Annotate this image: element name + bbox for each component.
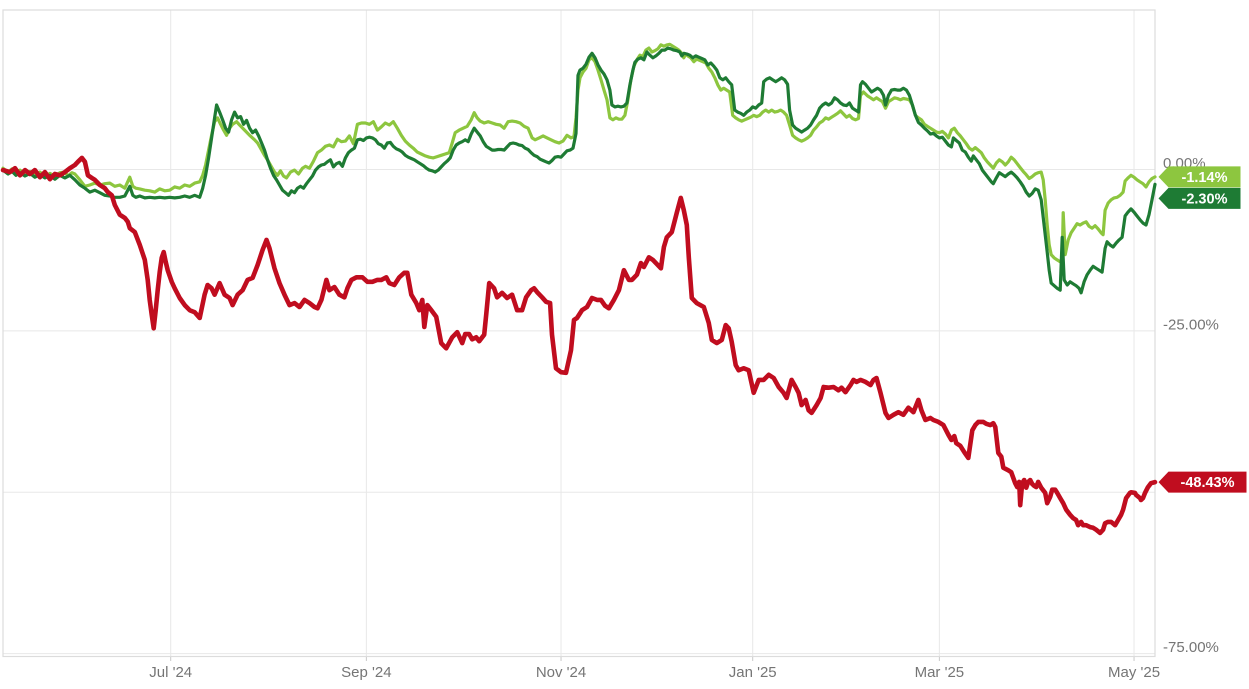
last-value-badge-series-light-green: -1.14% [1158, 166, 1241, 188]
plot-area[interactable] [3, 10, 1155, 657]
badge-text: -1.14% [1182, 170, 1228, 186]
x-axis-label-2: Nov '24 [536, 664, 586, 681]
y-axis-label-2: -75.00% [1163, 639, 1219, 656]
badge-text: -48.43% [1180, 475, 1234, 491]
badge-shape [1158, 187, 1241, 209]
x-axis-label-5: May '25 [1108, 664, 1160, 681]
x-axis-label-0: Jul '24 [149, 664, 192, 681]
series-red[interactable] [0, 155, 1158, 536]
x-axis-label-1: Sep '24 [341, 664, 391, 681]
last-value-badge-series-dark-green: -2.30% [1158, 187, 1241, 209]
badge-text: -2.30% [1182, 191, 1228, 207]
badge-shape [1158, 471, 1247, 493]
series-light-green[interactable] [1, 42, 1157, 264]
series-group [0, 42, 1158, 536]
y-axis-label-1: -25.00% [1163, 316, 1219, 333]
last-value-badge-series-red: -48.43% [1158, 471, 1247, 493]
x-axis-label-4: Mar '25 [915, 664, 965, 681]
series-dark-green[interactable] [1, 46, 1157, 295]
badge-shape [1158, 166, 1241, 188]
plot-frame [2, 9, 1156, 658]
x-axis-label-3: Jan '25 [729, 664, 777, 681]
